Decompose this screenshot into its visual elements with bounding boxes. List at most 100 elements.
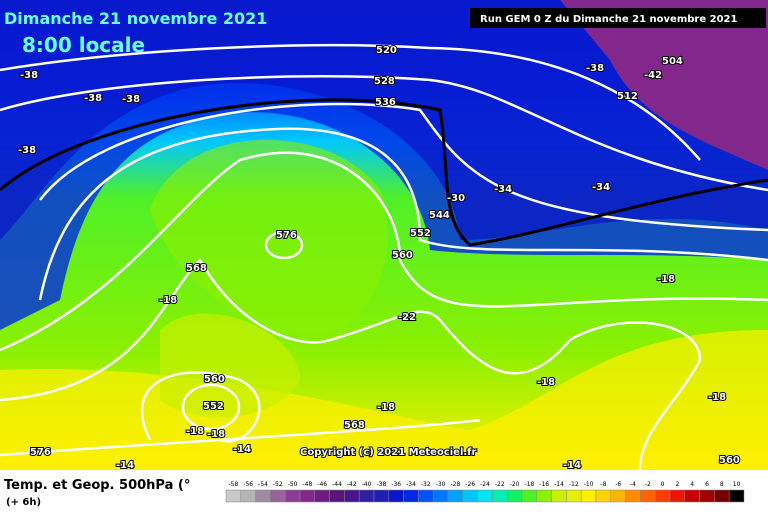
date-title: Dimanche 21 novembre 2021	[4, 9, 267, 28]
scale-label: -16	[539, 481, 549, 488]
scale-label: 2	[675, 481, 679, 488]
scale-swatch	[255, 489, 271, 503]
scale-swatch	[329, 489, 345, 503]
scale-label: -10	[584, 481, 594, 488]
scale-label: -52	[273, 481, 283, 488]
legend-subtitle: (+ 6h)	[6, 497, 41, 508]
scale-label: -40	[362, 481, 372, 488]
contour-label: 568	[186, 263, 207, 274]
contour-label: -38	[586, 63, 604, 74]
scale-label: -34	[406, 481, 416, 488]
time-title: 8:00 locale	[22, 33, 145, 57]
scale-swatch	[699, 489, 715, 503]
thick-contour	[0, 98, 768, 247]
scale-swatch	[684, 489, 700, 503]
contour-label: -38	[84, 93, 102, 104]
contour-label: -14	[233, 444, 251, 455]
contour-label: 528	[374, 76, 395, 87]
contour-label: -22	[398, 312, 416, 323]
scale-label: 8	[720, 481, 724, 488]
scale-swatch	[521, 489, 538, 503]
scale-label: 10	[733, 481, 741, 488]
scale-swatch	[610, 489, 626, 503]
scale-label: -6	[615, 481, 621, 488]
scale-swatch	[580, 489, 597, 503]
scale-swatch	[344, 489, 360, 503]
scale-label: -32	[421, 481, 431, 488]
scale-label: -30	[436, 481, 446, 488]
scale-swatch	[595, 489, 612, 503]
scale-swatch	[432, 489, 449, 503]
scale-label: -58	[228, 481, 238, 488]
contour-label: -14	[563, 460, 581, 471]
scale-label: -18	[524, 481, 534, 488]
scale-label: -42	[347, 481, 357, 488]
scale-label: 6	[705, 481, 709, 488]
copyright: Copyright (c) 2021 Meteociel.fr	[300, 447, 477, 458]
scale-label: 4	[690, 481, 694, 488]
scale-swatch	[358, 489, 375, 503]
contour-label: 568	[344, 420, 365, 431]
scale-swatch	[314, 489, 330, 503]
scale-swatch	[536, 489, 552, 503]
scale-swatch	[551, 489, 567, 503]
contour-label: 576	[276, 230, 297, 241]
scale-label: -44	[332, 481, 342, 488]
scale-swatch	[403, 489, 419, 503]
scale-swatch	[270, 489, 286, 503]
scale-swatch	[654, 489, 671, 503]
scale-label: -46	[317, 481, 327, 488]
contour-label: -18	[657, 274, 675, 285]
run-info: Run GEM 0 Z du Dimanche 21 novembre 2021	[480, 14, 737, 25]
contour-label: -18	[708, 392, 726, 403]
legend-title: Temp. et Geop. 500hPa (°	[4, 478, 190, 493]
scale-swatch	[640, 489, 656, 503]
contour-label: -14	[116, 460, 134, 471]
scale-swatch	[418, 489, 434, 503]
scale-label: -48	[302, 481, 312, 488]
contour-label: 536	[375, 97, 396, 108]
scale-swatch	[388, 489, 404, 503]
run-box	[470, 8, 766, 28]
scale-label: -2	[645, 481, 651, 488]
scale-swatch	[714, 489, 730, 503]
contour-label: -18	[159, 295, 177, 306]
contour-label: -18	[537, 377, 555, 388]
contour-label: 576	[30, 447, 51, 458]
scale-swatch	[299, 489, 316, 503]
scale-swatch	[373, 489, 390, 503]
scale-swatch	[462, 489, 478, 503]
scale-swatch	[566, 489, 582, 503]
scale-label: -20	[510, 481, 520, 488]
scale-label: -26	[465, 481, 475, 488]
scale-label: -36	[391, 481, 401, 488]
contour-label: 552	[203, 401, 224, 412]
scale-swatch	[447, 489, 464, 503]
scale-label: -4	[630, 481, 636, 488]
scale-swatch	[728, 489, 745, 503]
scale-label: -8	[600, 481, 606, 488]
contour-label: -38	[122, 94, 140, 105]
contour-label: -18	[186, 426, 204, 437]
contour-label: -30	[447, 193, 465, 204]
scale-label: -24	[480, 481, 490, 488]
contour-label: -34	[494, 184, 512, 195]
scale-swatch	[506, 489, 523, 503]
scale-label: -50	[288, 481, 298, 488]
scale-swatch	[240, 489, 256, 503]
contour-label: 560	[204, 374, 225, 385]
contour-label: -18	[377, 402, 395, 413]
scale-swatch	[477, 489, 493, 503]
contour-label: -42	[644, 70, 662, 81]
scale-swatch	[492, 489, 508, 503]
scale-label: 0	[661, 481, 665, 488]
contour-label: 504	[662, 56, 683, 67]
scale-label: -28	[450, 481, 460, 488]
scale-label: -14	[554, 481, 564, 488]
contour-label: 544	[429, 210, 450, 221]
scale-label: -12	[569, 481, 579, 488]
scale-label: -54	[258, 481, 268, 488]
scale-swatch	[669, 489, 686, 503]
contour-label: -18	[207, 429, 225, 440]
